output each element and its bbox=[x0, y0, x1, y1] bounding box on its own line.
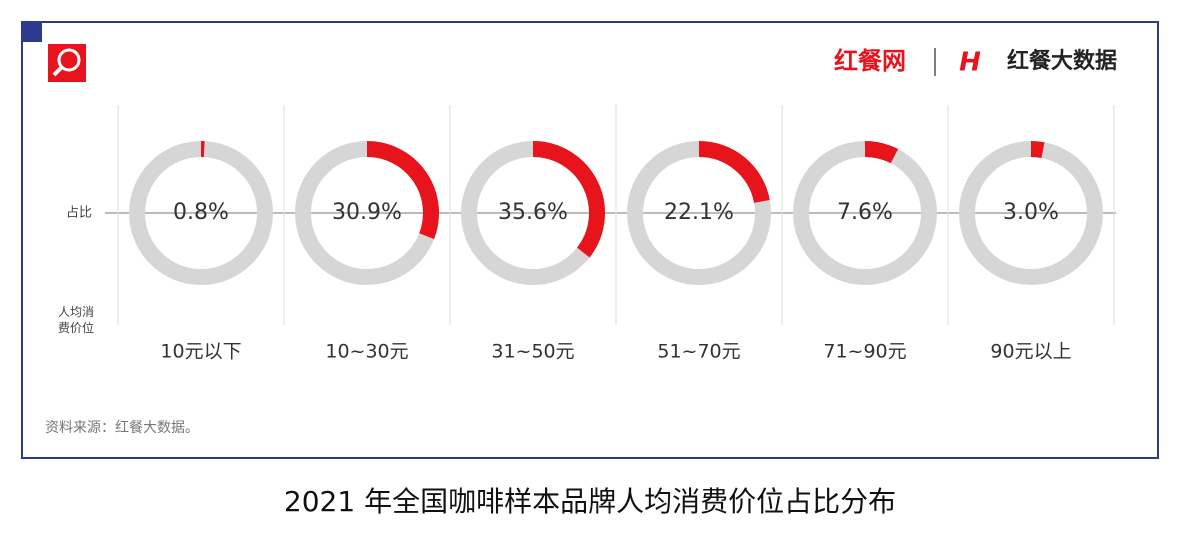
corner bbox=[22, 22, 42, 42]
brand2: 红餐大数据 bbox=[1007, 48, 1117, 74]
donut-segment bbox=[366, 141, 439, 240]
value-label: 7.6% bbox=[837, 200, 893, 225]
value-label: 30.9% bbox=[332, 200, 402, 225]
category-label: 71~90元 bbox=[823, 341, 906, 363]
brand-icon: H bbox=[959, 48, 981, 78]
search-handle bbox=[52, 65, 64, 77]
category-label: 51~70元 bbox=[657, 341, 740, 363]
value-label: 3.0% bbox=[1003, 200, 1059, 225]
frame bbox=[21, 21, 1159, 459]
value-label: 35.6% bbox=[498, 200, 568, 225]
category-label: 10元以下 bbox=[160, 341, 241, 363]
donut-segment bbox=[864, 141, 899, 164]
brand: 红餐网 bbox=[834, 47, 906, 75]
row-label: 占比 bbox=[66, 206, 92, 221]
row-label: 人均消费价位 bbox=[57, 305, 94, 335]
search-glass bbox=[57, 48, 81, 72]
value-label: 0.8% bbox=[173, 200, 229, 225]
source: 资料来源：红餐大数据。 bbox=[45, 420, 199, 436]
donut-segment bbox=[532, 141, 605, 258]
category-label: 90元以上 bbox=[990, 341, 1071, 363]
donut-segment bbox=[698, 141, 770, 204]
title: 2021 年全国咖啡样本品牌人均消费价位占比分布 bbox=[284, 485, 896, 518]
value-label: 22.1% bbox=[664, 200, 734, 225]
category-label: 31~50元 bbox=[491, 341, 574, 363]
donut-segment bbox=[1030, 141, 1045, 159]
category-label: 10~30元 bbox=[325, 341, 408, 363]
